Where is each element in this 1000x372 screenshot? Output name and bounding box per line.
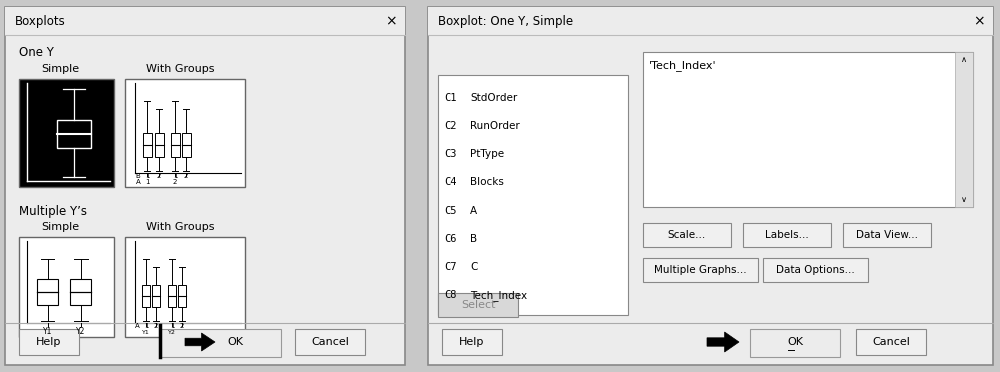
FancyBboxPatch shape [743, 223, 831, 247]
Text: Y2: Y2 [168, 330, 176, 334]
Text: Multiple Graphs...: Multiple Graphs... [654, 265, 747, 275]
FancyBboxPatch shape [125, 79, 245, 187]
Text: C3: C3 [444, 149, 456, 159]
FancyBboxPatch shape [856, 329, 926, 355]
Text: Select: Select [461, 300, 495, 310]
FancyBboxPatch shape [643, 258, 758, 282]
FancyBboxPatch shape [438, 75, 628, 315]
Text: 2: 2 [173, 179, 177, 185]
Text: Data Options...: Data Options... [776, 265, 855, 275]
Polygon shape [185, 333, 215, 351]
FancyBboxPatch shape [182, 133, 190, 157]
Text: 2: 2 [154, 323, 158, 329]
Text: Data View...: Data View... [856, 230, 918, 240]
Text: C8: C8 [444, 290, 456, 300]
Text: StdOrder: StdOrder [470, 93, 517, 103]
Text: With Groups: With Groups [146, 64, 214, 74]
Text: Help: Help [36, 337, 62, 347]
FancyBboxPatch shape [428, 7, 993, 35]
Text: 1: 1 [173, 173, 177, 179]
Text: Tech_Index: Tech_Index [470, 290, 527, 301]
FancyBboxPatch shape [438, 293, 518, 317]
FancyBboxPatch shape [295, 329, 365, 355]
FancyBboxPatch shape [154, 133, 164, 157]
FancyBboxPatch shape [70, 279, 91, 305]
Text: RunOrder: RunOrder [470, 121, 520, 131]
FancyBboxPatch shape [19, 79, 114, 187]
Text: Labels...: Labels... [765, 230, 809, 240]
Text: Graph variables:: Graph variables: [643, 52, 735, 62]
Text: C5: C5 [444, 205, 456, 215]
Text: B: B [470, 234, 477, 244]
Text: C6: C6 [444, 234, 456, 244]
FancyBboxPatch shape [161, 329, 281, 357]
Text: C2: C2 [444, 121, 456, 131]
Text: OK: OK [227, 337, 243, 347]
Text: C1: C1 [444, 93, 456, 103]
FancyBboxPatch shape [643, 223, 731, 247]
Text: One Y: One Y [19, 46, 54, 60]
FancyBboxPatch shape [763, 258, 868, 282]
Text: Cancel: Cancel [872, 337, 910, 347]
Text: PtType: PtType [470, 149, 504, 159]
FancyBboxPatch shape [57, 120, 91, 148]
FancyBboxPatch shape [843, 223, 931, 247]
FancyBboxPatch shape [142, 285, 150, 307]
Text: Help: Help [459, 337, 485, 347]
FancyBboxPatch shape [442, 329, 502, 355]
Text: OK: OK [787, 337, 803, 347]
Text: A: A [470, 205, 477, 215]
FancyBboxPatch shape [19, 237, 114, 337]
FancyBboxPatch shape [178, 285, 186, 307]
Text: Y1: Y1 [43, 327, 52, 336]
FancyBboxPatch shape [750, 329, 840, 357]
Text: Simple: Simple [41, 64, 79, 74]
Text: C4: C4 [444, 177, 456, 187]
Text: A: A [135, 323, 139, 329]
Text: Boxplot: One Y, Simple: Boxplot: One Y, Simple [438, 15, 573, 28]
Text: ×: × [385, 14, 397, 28]
Text: Multiple Y’s: Multiple Y’s [19, 205, 87, 218]
Text: Blocks: Blocks [470, 177, 504, 187]
Text: 2: 2 [184, 173, 188, 179]
Text: Y1: Y1 [142, 330, 150, 334]
FancyBboxPatch shape [643, 52, 973, 207]
FancyBboxPatch shape [125, 237, 245, 337]
Text: 2: 2 [180, 323, 184, 329]
Text: C: C [470, 262, 477, 272]
Text: ∧: ∧ [961, 55, 967, 64]
FancyBboxPatch shape [37, 279, 58, 305]
FancyBboxPatch shape [143, 133, 152, 157]
Text: 'Tech_Index': 'Tech_Index' [649, 61, 717, 71]
Text: Boxplots: Boxplots [15, 15, 66, 28]
FancyBboxPatch shape [5, 7, 405, 35]
Text: Simple: Simple [41, 222, 79, 232]
Text: C7: C7 [444, 262, 456, 272]
Text: Cancel: Cancel [311, 337, 349, 347]
FancyBboxPatch shape [19, 329, 79, 355]
Text: Scale...: Scale... [668, 230, 706, 240]
Text: 1: 1 [145, 179, 149, 185]
FancyBboxPatch shape [152, 285, 160, 307]
FancyBboxPatch shape [168, 285, 176, 307]
Text: With Groups: With Groups [146, 222, 214, 232]
Text: 2: 2 [157, 173, 161, 179]
Text: Y2: Y2 [76, 327, 85, 336]
Text: ∨: ∨ [961, 195, 967, 203]
Text: 1: 1 [145, 173, 149, 179]
Text: ×: × [973, 14, 985, 28]
Text: A: A [136, 179, 140, 185]
FancyBboxPatch shape [955, 52, 973, 207]
Text: B: B [136, 173, 140, 179]
FancyBboxPatch shape [170, 133, 180, 157]
Text: 1: 1 [170, 323, 174, 329]
FancyBboxPatch shape [428, 7, 993, 365]
Polygon shape [707, 332, 739, 352]
Text: 1: 1 [144, 323, 148, 329]
FancyBboxPatch shape [5, 7, 405, 365]
